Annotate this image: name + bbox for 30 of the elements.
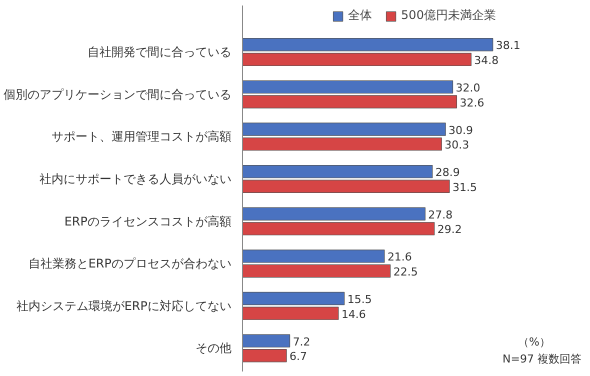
data-label: 22.5: [393, 266, 418, 279]
data-label: 21.6: [387, 250, 412, 264]
data-label: 6.7: [290, 350, 308, 364]
legend-label: 500億円未満企業: [401, 7, 496, 24]
y-tick-label: 社内にサポートできる人員がいない: [40, 172, 232, 186]
data-label: 14.6: [341, 308, 366, 321]
data-label: 27.8: [428, 208, 453, 222]
data-label: 15.5: [347, 293, 372, 306]
y-tick-label: 自社開発で間に合っている: [88, 45, 232, 60]
legend-label: 全体: [348, 7, 372, 24]
data-label: 32.0: [456, 81, 480, 94]
data-label: 38.1: [496, 39, 520, 52]
data-label: 34.8: [474, 54, 499, 67]
data-label: 30.3: [444, 138, 470, 152]
y-tick-label: 個別のアプリケーションで間に合っている: [4, 87, 232, 102]
text: （%）: [518, 335, 550, 348]
data-label: 28.9: [435, 166, 460, 180]
data-label: 32.6: [460, 96, 484, 110]
y-tick-label: ERPのライセンスコストが高額: [64, 214, 232, 228]
data-label: 31.5: [452, 180, 477, 194]
data-label: 29.2: [437, 223, 462, 236]
y-tick-label: 社内システム環境がERPに対応してない: [16, 298, 232, 313]
y-tick-label: その他: [196, 341, 232, 356]
data-label: 30.9: [448, 124, 474, 137]
text: N=97 複数回答: [502, 352, 582, 366]
y-tick-label: サポート、運用管理コストが高額: [52, 130, 232, 144]
y-tick-label: 自社業務とERPのプロセスが合わない: [28, 256, 232, 271]
bar: [242, 164, 433, 178]
data-label: 7.2: [292, 335, 310, 348]
bar: [242, 180, 450, 193]
